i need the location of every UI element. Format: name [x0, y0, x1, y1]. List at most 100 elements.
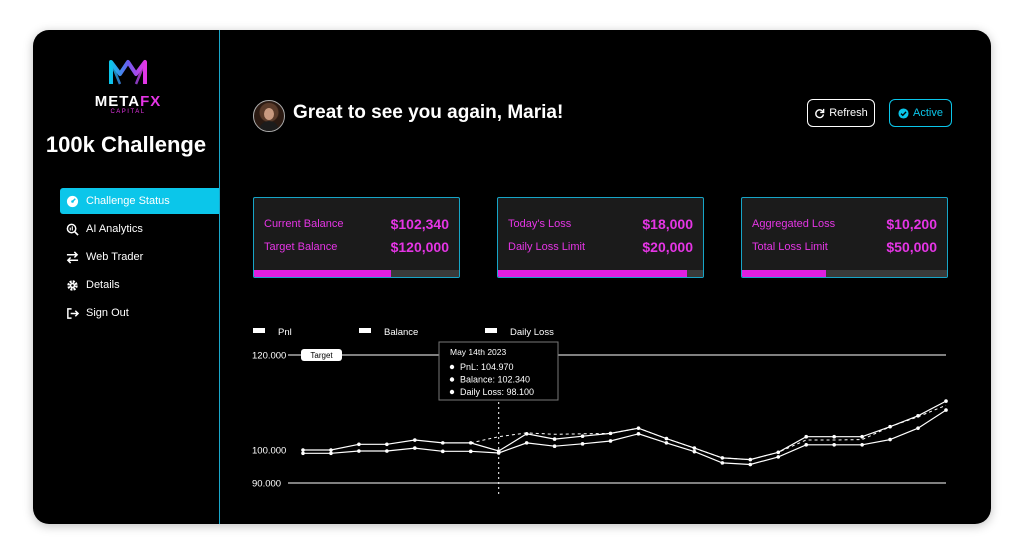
card-label: Current Balance: [264, 218, 344, 230]
gauge-icon: [65, 194, 79, 208]
data-point: [580, 434, 585, 439]
data-point: [301, 448, 305, 452]
greeting: Great to see you again, Maria!: [293, 102, 564, 123]
legend-label: Daily Loss: [510, 327, 554, 338]
sidebar-item-challenge-status[interactable]: Challenge Status: [60, 188, 219, 214]
legend-label: Pnl: [278, 327, 292, 338]
refresh-icon: [815, 108, 825, 118]
data-point: [552, 437, 557, 441]
progress-fill: [254, 270, 392, 277]
data-point: [413, 446, 417, 450]
data-point: [804, 434, 809, 439]
legend-swatch: [253, 328, 265, 333]
card-value: $120,000: [390, 239, 449, 255]
sidebar-item-details[interactable]: Details: [60, 272, 219, 298]
tooltip-bullet: [449, 364, 455, 370]
data-point: [832, 442, 836, 447]
data-point: [860, 434, 864, 439]
data-point: [636, 432, 641, 436]
legend-swatch: [485, 328, 497, 333]
sidebar-item-label: Details: [86, 279, 120, 291]
tooltip-bullet: [449, 377, 455, 382]
y-tick-label: 120.000: [252, 351, 286, 362]
analytics-icon: [65, 222, 79, 236]
tooltip-box: [438, 341, 559, 401]
data-point: [832, 434, 836, 439]
data-point: [888, 437, 892, 442]
sidebar-item-sign-out[interactable]: Sign Out: [60, 300, 219, 326]
active-label: Active: [913, 107, 943, 119]
legend-label: Balance: [384, 327, 418, 338]
sidebar-item-web-trader[interactable]: Web Trader: [60, 244, 219, 270]
progress-bar: [254, 270, 459, 277]
data-point: [440, 441, 445, 445]
card-label: Aggregated Loss: [752, 218, 836, 230]
refresh-label: Refresh: [829, 107, 868, 119]
series-line-pnl: [303, 400, 947, 461]
data-point: [385, 449, 389, 453]
tooltip-line: PnL: 104.970: [460, 362, 514, 372]
data-point: [357, 449, 361, 453]
data-point: [748, 457, 753, 462]
avatar[interactable]: [253, 100, 285, 132]
progress-fill: [498, 270, 687, 277]
data-point: [440, 449, 445, 454]
data-point: [329, 451, 333, 456]
target-label: Target: [310, 351, 333, 360]
data-point: [860, 442, 864, 447]
card-value: $102,340: [390, 216, 449, 232]
card-value: $20,000: [642, 239, 693, 255]
data-point: [664, 441, 669, 445]
card-value: $10,200: [886, 216, 937, 232]
series-line-balance: [303, 409, 947, 466]
data-point: [385, 442, 389, 447]
card-label: Daily Loss Limit: [508, 241, 586, 253]
sidebar-item-label: Challenge Status: [86, 195, 170, 207]
sidebar: METAFX CAPITAL 100k Challenge Challenge …: [33, 30, 220, 524]
brand-name: METAFX: [94, 93, 162, 110]
data-point: [720, 461, 725, 465]
progress-fill: [742, 270, 827, 277]
legend-swatch: [359, 328, 371, 333]
sign-out-icon: [65, 306, 79, 320]
sidebar-item-label: Sign Out: [86, 307, 129, 319]
target-badge: [301, 349, 342, 361]
card-value: $50,000: [886, 239, 937, 255]
series-line-daily-loss: [470, 404, 947, 461]
tooltip-date: May 14th 2023: [450, 347, 507, 357]
data-point: [524, 441, 529, 445]
data-point: [413, 438, 417, 442]
tooltip-line: Balance: 102.340: [460, 375, 530, 385]
data-point: [608, 439, 613, 443]
chart-tooltip: May 14th 2023 PnL: 104.970 Balance: 102.34…: [438, 341, 559, 401]
progress-bar: [498, 270, 703, 277]
sidebar-item-ai-analytics[interactable]: AI Analytics: [60, 216, 219, 242]
data-point: [804, 442, 809, 447]
balance-card: Current Balance $102,340 Target Balance $1…: [253, 197, 460, 278]
data-point: [580, 442, 585, 446]
data-point: [944, 408, 948, 412]
data-point: [468, 449, 473, 454]
card-label: Target Balance: [264, 241, 338, 253]
sidebar-item-label: AI Analytics: [86, 223, 143, 235]
data-point: [776, 450, 781, 455]
y-tick-label: 90.000: [252, 479, 281, 490]
data-point: [357, 442, 361, 447]
y-tick-label: 100.000: [252, 446, 286, 457]
logo-mark-icon: [109, 60, 147, 85]
data-point: [692, 449, 697, 454]
data-point: [301, 451, 305, 456]
tooltip-line: Daily Loss: 98.100: [460, 387, 534, 397]
performance-chart[interactable]: Pnl Balance Daily Loss 120.000 100.000 90.000…: [33, 30, 991, 524]
data-point: [552, 444, 557, 449]
app-frame: METAFX CAPITAL 100k Challenge Challenge …: [33, 30, 991, 524]
daily-loss-card: Today's Loss $18,000 Daily Loss Limit $20,…: [497, 197, 704, 278]
card-label: Total Loss Limit: [752, 241, 828, 253]
active-status-button[interactable]: Active: [889, 99, 952, 127]
brand-sub: CAPITAL: [110, 109, 146, 115]
data-point: [748, 462, 753, 467]
refresh-button[interactable]: Refresh: [807, 99, 875, 127]
sidebar-nav: Challenge Status AI Analytics Web Trader…: [60, 188, 219, 328]
gear-icon: [65, 278, 79, 292]
data-point: [329, 448, 333, 452]
